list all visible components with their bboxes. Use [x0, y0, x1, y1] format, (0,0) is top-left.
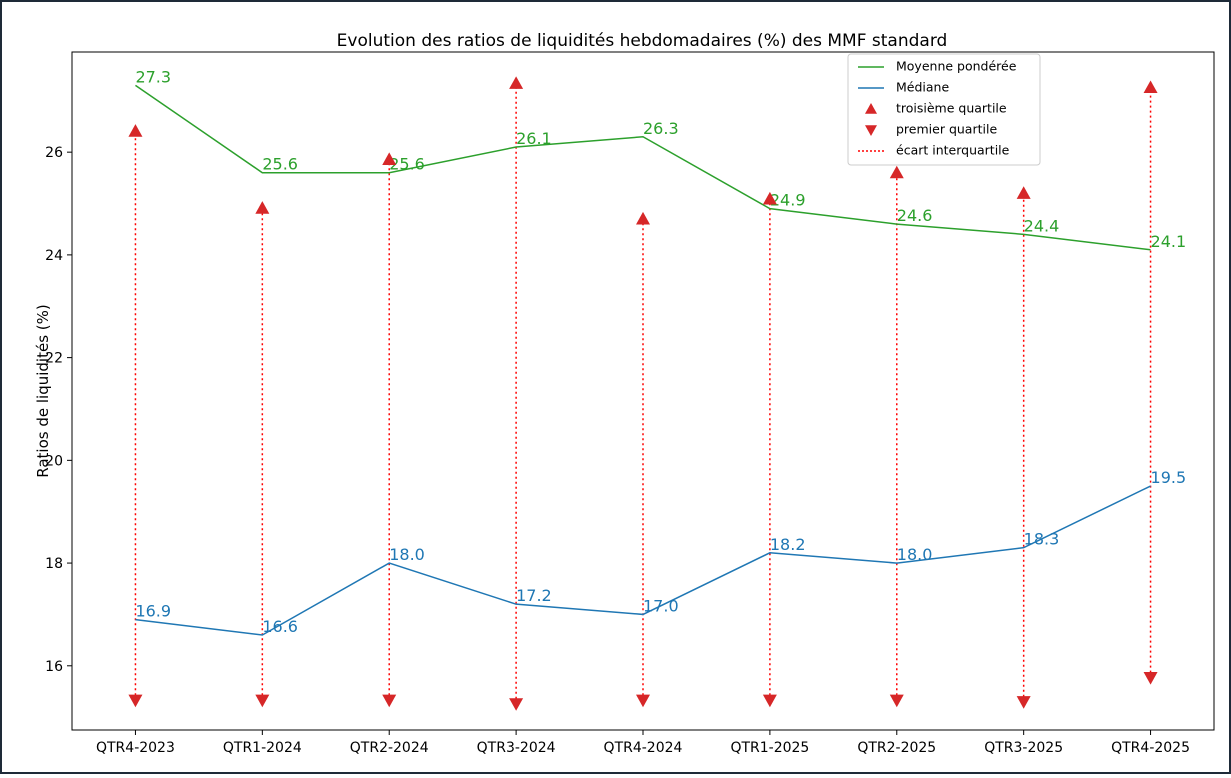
x-tick-label: QTR2-2025: [857, 740, 936, 756]
value-label: 24.6: [897, 206, 933, 225]
value-label: 26.1: [516, 129, 552, 148]
x-tick-label: QTR4-2023: [96, 740, 175, 756]
marker: [128, 694, 143, 708]
value-label: 27.3: [135, 67, 171, 86]
legend-label: troisième quartile: [896, 101, 1007, 116]
value-label: 18.0: [897, 545, 933, 564]
marker: [762, 191, 777, 205]
y-tick-label: 26: [45, 145, 63, 161]
x-tick-label: QTR3-2024: [477, 740, 556, 756]
marker: [1143, 672, 1158, 685]
x-tick-label: QTR3-2025: [984, 740, 1063, 756]
series-line: [135, 84, 1151, 251]
value-label: 18.0: [389, 545, 425, 564]
marker: [255, 201, 270, 214]
value-label: 18.2: [770, 535, 806, 554]
value-label: 19.5: [1151, 468, 1187, 487]
y-tick-label: 24: [45, 248, 63, 264]
legend: [847, 53, 1041, 166]
marker: [255, 694, 270, 708]
marker: [762, 694, 777, 708]
marker: [382, 152, 397, 165]
value-label: 24.4: [1024, 216, 1060, 235]
series-line: [135, 485, 1151, 636]
legend-swatch: [865, 103, 877, 114]
marker: [889, 694, 904, 708]
y-tick-label: 20: [45, 453, 63, 469]
y-tick-label: 18: [45, 556, 63, 572]
marker: [128, 124, 143, 137]
marker: [636, 211, 650, 225]
x-tick-label: QTR4-2025: [1111, 740, 1190, 756]
value-label: 26.3: [643, 119, 679, 138]
plot-area: [71, 51, 1215, 731]
legend-label: écart interquartile: [896, 143, 1010, 158]
marker: [382, 694, 397, 708]
marker: [509, 698, 524, 711]
y-tick-label: 22: [45, 351, 63, 367]
y-axis-label: Ratios de liquidités (%): [34, 304, 52, 477]
value-label: 16.9: [135, 602, 171, 621]
value-label: 25.6: [389, 155, 425, 174]
x-tick-label: QTR1-2024: [223, 740, 302, 756]
marker: [509, 76, 524, 89]
value-label: 25.6: [262, 155, 298, 174]
marker: [636, 694, 650, 708]
value-label: 18.3: [1024, 530, 1060, 549]
x-tick-label: QTR4-2024: [604, 740, 683, 756]
legend-label: premier quartile: [896, 122, 997, 137]
value-label: 16.6: [262, 617, 298, 636]
marker: [889, 165, 904, 179]
value-label: 24.1: [1151, 232, 1187, 251]
y-tick-label: 16: [45, 659, 63, 675]
legend-label: Médiane: [896, 80, 949, 95]
marker: [1016, 696, 1031, 709]
marker: [1016, 186, 1031, 199]
x-tick-label: QTR1-2025: [730, 740, 809, 756]
value-label: 24.9: [770, 191, 806, 210]
x-tick-label: QTR2-2024: [350, 740, 429, 756]
legend-label: Moyenne pondérée: [896, 59, 1017, 74]
value-label: 17.0: [643, 596, 679, 615]
marker: [1143, 80, 1158, 94]
legend-swatch: [865, 125, 877, 136]
value-label: 17.2: [516, 586, 552, 605]
chart-title: Evolution des ratios de liquidités hebdo…: [337, 31, 948, 51]
